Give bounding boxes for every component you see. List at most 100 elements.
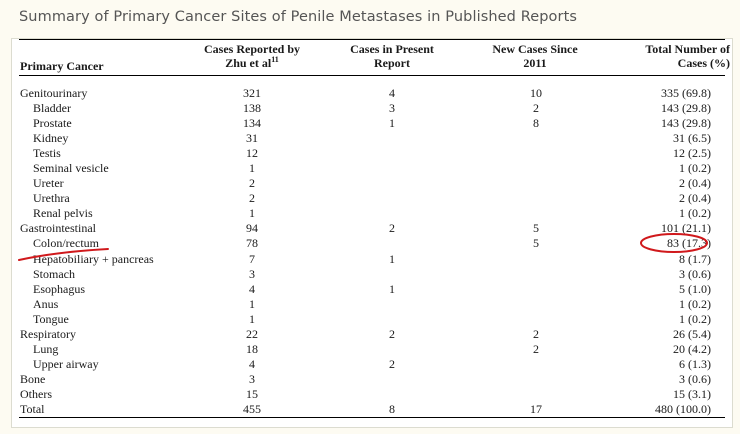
- row-name-cell: Bladder: [33, 101, 71, 116]
- row-zhu-cell: 7: [249, 251, 255, 266]
- table-row: Respiratory 22 2 2 26 (5.4): [12, 327, 732, 342]
- table-row: Ureter 2 2 (0.4): [12, 176, 732, 191]
- row-name-cell: Lung: [33, 341, 59, 356]
- row-new-cell: 8: [533, 116, 539, 131]
- header-new-line2: 2011: [523, 56, 547, 70]
- row-zhu-cell: 138: [243, 101, 261, 116]
- table-row: Gastrointestinal 94 2 5 101 (21.1): [12, 221, 732, 236]
- row-name-cell: Esophagus: [33, 281, 85, 296]
- row-present-cell: 4: [389, 86, 395, 100]
- row-zhu-cell: 1: [249, 311, 255, 326]
- row-zhu-cell: 321: [243, 86, 261, 100]
- row-new-cell: 2: [533, 101, 539, 116]
- row-new-cell: 5: [533, 236, 539, 251]
- row-total-cell: 1 (0.2): [679, 296, 711, 311]
- table-row: Upper airway 4 2 6 (1.3): [12, 357, 732, 372]
- row-present-cell: 1: [389, 251, 395, 266]
- row-present-cell: 2: [389, 221, 395, 236]
- row-total-cell: 20 (4.2): [673, 341, 711, 356]
- header-primary-cancer-label: Primary Cancer: [20, 59, 104, 73]
- row-name-cell: Urethra: [33, 191, 70, 206]
- table-row: Stomach 3 3 (0.6): [12, 267, 732, 282]
- header-zhu-cases: Cases Reported by Zhu et al11: [192, 42, 312, 70]
- table-body: Genitourinary 321 4 10 335 (69.8) Bladder 138 3…: [12, 86, 732, 417]
- row-name-cell: Upper airway: [33, 356, 99, 371]
- table-row: Esophagus 4 1 5 (1.0): [12, 282, 732, 297]
- row-zhu-cell: 22: [246, 326, 258, 341]
- table-row: Urethra 2 2 (0.4): [12, 191, 732, 206]
- header-new-cases: New Cases Since 2011: [474, 42, 596, 70]
- row-total-cell: 1 (0.2): [679, 161, 711, 176]
- row-zhu-cell: 12: [246, 146, 258, 161]
- row-total-cell: 83 (17.3): [667, 236, 711, 251]
- header-total-cases: Total Number of Cases (%): [622, 42, 730, 70]
- row-name-cell: Total: [20, 401, 45, 416]
- row-zhu-cell: 3: [249, 371, 255, 386]
- row-present-cell: 1: [389, 281, 395, 296]
- table-caption: Summary of Primary Cancer Sites of Penil…: [19, 9, 578, 25]
- row-name-cell: Seminal vesicle: [33, 161, 109, 176]
- row-total-cell: 143 (29.8): [661, 101, 711, 116]
- row-zhu-cell: 2: [249, 191, 255, 206]
- row-new-cell: 10: [530, 86, 542, 100]
- row-total-cell: 3 (0.6): [679, 371, 711, 386]
- row-total-cell: 5 (1.0): [679, 281, 711, 296]
- table-row: Seminal vesicle 1 1 (0.2): [12, 161, 732, 176]
- row-zhu-cell: 1: [249, 206, 255, 221]
- table-bottom-rule: [19, 417, 725, 418]
- row-zhu-cell: 15: [246, 386, 258, 401]
- table-row: Tongue 1 1 (0.2): [12, 312, 732, 327]
- row-present-cell: 3: [389, 101, 395, 116]
- table-row: Prostate 134 1 8 143 (29.8): [12, 116, 732, 131]
- row-zhu-cell: 1: [249, 161, 255, 176]
- table-top-rule: [19, 39, 725, 40]
- header-new-line1: New Cases Since: [492, 42, 578, 56]
- row-name-cell: Testis: [33, 146, 61, 161]
- row-zhu-cell: 1: [249, 296, 255, 311]
- row-name-cell: Bone: [20, 371, 46, 386]
- row-total-cell: 6 (1.3): [679, 356, 711, 371]
- header-present-line1: Cases in Present: [350, 42, 434, 56]
- row-present-cell: 2: [389, 326, 395, 341]
- row-zhu-cell: 31: [246, 131, 258, 146]
- row-total-cell: 12 (2.5): [673, 146, 711, 161]
- row-name-cell: Stomach: [33, 266, 75, 281]
- table-row: Bone 3 3 (0.6): [12, 372, 732, 387]
- table-row: Testis 12 12 (2.5): [12, 146, 732, 161]
- row-total-cell: 31 (6.5): [673, 131, 711, 146]
- row-present-cell: 2: [389, 356, 395, 371]
- row-zhu-cell: 78: [246, 236, 258, 251]
- row-zhu-cell: 2: [249, 176, 255, 191]
- row-total-cell: 15 (3.1): [673, 386, 711, 401]
- row-name-cell: Kidney: [33, 131, 69, 146]
- row-name-cell: Renal pelvis: [33, 206, 93, 221]
- row-new-cell: 2: [533, 326, 539, 341]
- header-present-line2: Report: [374, 56, 410, 70]
- table-row: Genitourinary 321 4 10 335 (69.8): [12, 86, 732, 101]
- row-name-cell: Genitourinary: [20, 86, 88, 100]
- row-name-cell: Colon/rectum: [33, 236, 99, 251]
- row-total-cell: 1 (0.2): [679, 311, 711, 326]
- table-row: Hepatobiliary + pancreas 7 1 8 (1.7): [12, 252, 732, 267]
- row-zhu-cell: 18: [246, 341, 258, 356]
- header-zhu-line1: Cases Reported by: [204, 42, 300, 56]
- row-name-cell: Gastrointestinal: [20, 221, 96, 236]
- row-zhu-cell: 94: [246, 221, 258, 236]
- header-zhu-line2: Zhu et al11: [192, 56, 312, 71]
- table-row: Lung 18 2 20 (4.2): [12, 342, 732, 357]
- table-row: Kidney 31 31 (6.5): [12, 131, 732, 146]
- table-row: Total 455 8 17 480 (100.0): [12, 402, 732, 417]
- row-total-cell: 480 (100.0): [655, 401, 711, 416]
- header-zhu-author: Zhu et al: [225, 56, 272, 70]
- row-zhu-cell: 4: [249, 356, 255, 371]
- row-total-cell: 2 (0.4): [679, 176, 711, 191]
- table-row: Colon/rectum 78 5 83 (17.3): [12, 236, 732, 251]
- row-name-cell: Hepatobiliary + pancreas: [33, 251, 154, 266]
- header-total-line2: Cases (%): [677, 56, 730, 70]
- row-present-cell: 1: [389, 116, 395, 131]
- header-primary-cancer: Primary Cancer: [20, 59, 104, 73]
- row-total-cell: 335 (69.8): [661, 86, 711, 100]
- row-zhu-cell: 455: [243, 401, 261, 416]
- row-zhu-cell: 134: [243, 116, 261, 131]
- row-new-cell: 2: [533, 341, 539, 356]
